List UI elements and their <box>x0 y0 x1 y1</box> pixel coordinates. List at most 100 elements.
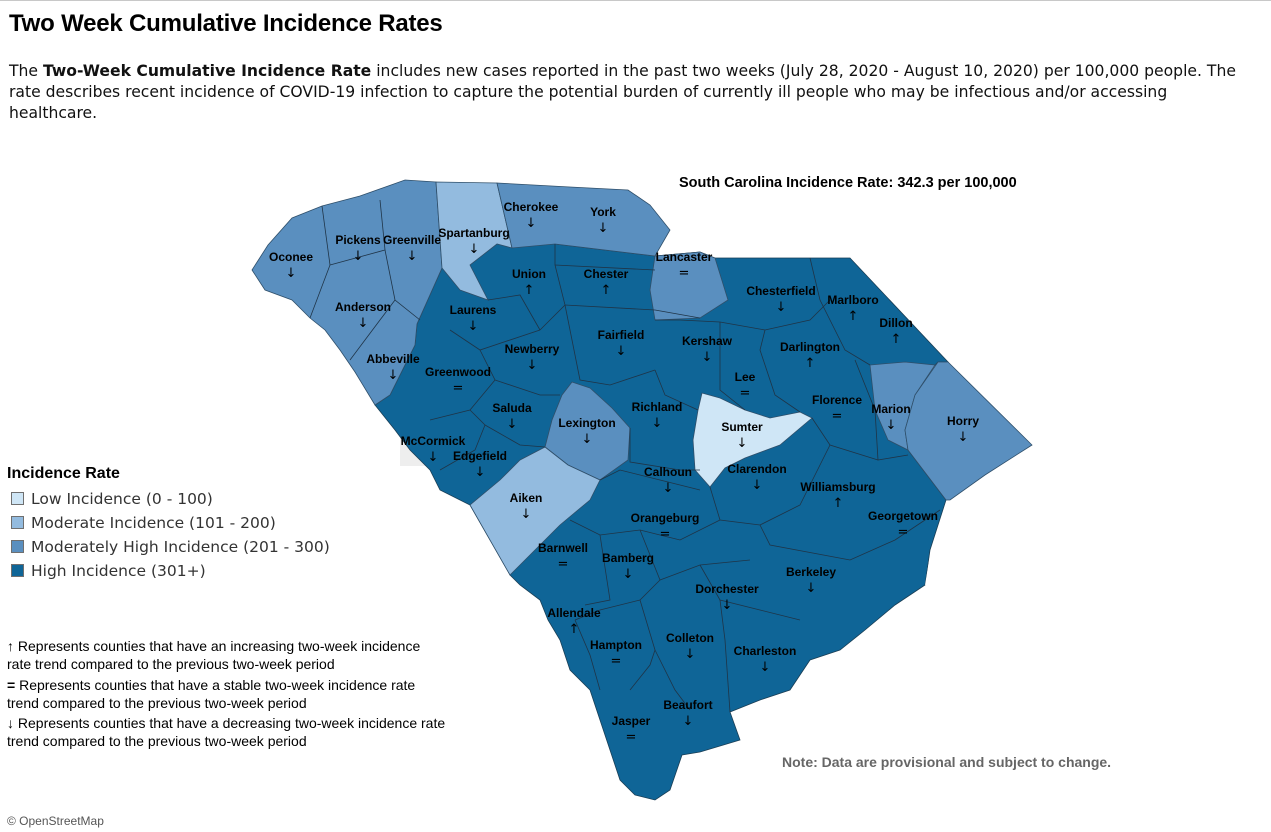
county-label-beaufort: Beaufort <box>663 698 712 712</box>
county-label-greenwood: Greenwood <box>425 365 491 379</box>
county-label-horry: Horry <box>947 414 979 428</box>
county-trend-georgetown: = <box>898 525 909 540</box>
county-trend-berkeley: ↓ <box>806 581 817 596</box>
county-label-marion: Marion <box>871 402 910 416</box>
county-label-orangeburg: Orangeburg <box>631 511 700 525</box>
county-trend-orangeburg: = <box>660 527 671 542</box>
county-boundaries <box>309 199 941 713</box>
county-label-aiken: Aiken <box>510 491 543 505</box>
legend-item-moderately-high[interactable]: Moderately High Incidence (201 - 300) <box>11 538 330 556</box>
county-trend-hampton: = <box>611 654 622 669</box>
county-trend-marion: ↓ <box>886 418 897 433</box>
county-label-saluda: Saluda <box>492 401 532 415</box>
legend-swatch-low <box>11 492 24 505</box>
county-label-anderson: Anderson <box>335 300 391 314</box>
region-cherokee-york[interactable] <box>496 182 671 257</box>
county-label-greenville: Greenville <box>383 233 441 247</box>
county-trend-dorchester: ↓ <box>722 598 733 613</box>
description: The Two-Week Cumulative Incidence Rate i… <box>9 61 1259 124</box>
county-label-williamsburg: Williamsburg <box>800 480 875 494</box>
trend-stable-text: Represents counties that have a stable t… <box>7 677 416 711</box>
description-bold: Two-Week Cumulative Incidence Rate <box>42 62 372 80</box>
county-trend-chester: ↑ <box>601 283 612 298</box>
county-label-colleton: Colleton <box>666 631 714 645</box>
county-label-georgetown: Georgetown <box>868 509 938 523</box>
top-divider <box>0 0 1271 1</box>
county-trend-lexington: ↓ <box>582 432 593 447</box>
county-trend-barnwell: = <box>558 557 569 572</box>
coast-inlet <box>925 550 938 585</box>
county-label-oconee: Oconee <box>269 250 313 264</box>
county-trend-pickens: ↓ <box>353 249 364 264</box>
county-label-lexington: Lexington <box>558 416 615 430</box>
legend-swatch-moderate <box>11 516 24 529</box>
county-trend-greenwood: = <box>453 381 464 396</box>
county-label-clarendon: Clarendon <box>727 462 786 476</box>
county-label-allendale: Allendale <box>547 606 601 620</box>
legend-item-moderate[interactable]: Moderate Incidence (101 - 200) <box>11 514 276 532</box>
county-labels: Oconee ↓ Pickens ↓ Greenville ↓ Spartanburg ↓ Ch… <box>269 200 979 745</box>
county-label-darlington: Darlington <box>780 340 840 354</box>
county-label-pickens: Pickens <box>335 233 381 247</box>
county-label-marlboro: Marlboro <box>827 293 878 307</box>
county-trend-richland: ↓ <box>652 416 663 431</box>
state-incidence-rate: South Carolina Incidence Rate: 342.3 per… <box>679 175 1017 191</box>
county-trend-florence: = <box>832 409 843 424</box>
region-lancaster[interactable] <box>649 251 729 321</box>
trend-increasing: ↑ Represents counties that have an incre… <box>7 637 447 673</box>
trend-stable: = Represents counties that have a stable… <box>7 676 447 712</box>
region-horry[interactable] <box>904 361 1033 501</box>
county-label-dillon: Dillon <box>879 316 912 330</box>
trend-increasing-text: Represents counties that have an increas… <box>7 638 421 672</box>
county-trend-aiken: ↓ <box>521 507 532 522</box>
county-trend-kershaw: ↓ <box>702 350 713 365</box>
county-trend-lee: = <box>740 386 751 401</box>
county-label-richland: Richland <box>632 400 683 414</box>
county-trend-clarendon: ↓ <box>752 478 763 493</box>
county-trend-colleton: ↓ <box>685 647 696 662</box>
county-trend-dillon: ↑ <box>891 332 902 347</box>
legend-label-high: High Incidence (301+) <box>31 562 206 580</box>
county-label-jasper: Jasper <box>612 714 651 728</box>
county-trend-beaufort: ↓ <box>683 714 694 729</box>
county-label-berkeley: Berkeley <box>786 565 836 579</box>
county-label-cherokee: Cherokee <box>504 200 559 214</box>
description-post: includes new cases reported in the past … <box>9 62 1236 122</box>
county-label-charleston: Charleston <box>734 644 797 658</box>
county-label-fairfield: Fairfield <box>598 328 645 342</box>
county-trend-york: ↓ <box>598 221 609 236</box>
county-label-sumter: Sumter <box>721 420 763 434</box>
county-label-kershaw: Kershaw <box>682 334 733 348</box>
county-trend-calhoun: ↓ <box>663 481 674 496</box>
county-trend-darlington: ↑ <box>805 356 816 371</box>
county-trend-marlboro: ↑ <box>848 309 859 324</box>
county-trend-mccormick: ↓ <box>428 450 439 465</box>
county-label-calhoun: Calhoun <box>644 465 692 479</box>
county-trend-newberry: ↓ <box>527 358 538 373</box>
county-label-chesterfield: Chesterfield <box>746 284 815 298</box>
county-trend-greenville: ↓ <box>407 249 418 264</box>
county-trend-anderson: ↓ <box>358 316 369 331</box>
region-high[interactable] <box>374 243 949 801</box>
county-label-mccormick: McCormick <box>401 434 466 448</box>
region-sumter[interactable] <box>692 392 813 488</box>
county-label-union: Union <box>512 267 546 281</box>
county-trend-union: ↑ <box>524 283 535 298</box>
map-attribution[interactable]: © OpenStreetMap <box>7 814 104 828</box>
legend-item-low[interactable]: Low Incidence (0 - 100) <box>11 490 213 508</box>
county-trend-jasper: = <box>626 730 637 745</box>
county-trend-saluda: ↓ <box>507 417 518 432</box>
county-label-york: York <box>590 205 616 219</box>
county-trend-sumter: ↓ <box>737 436 748 451</box>
county-label-hampton: Hampton <box>590 638 642 652</box>
trend-decreasing-symbol: ↓ <box>7 715 14 731</box>
legend-item-high[interactable]: High Incidence (301+) <box>11 562 206 580</box>
legend-title: Incidence Rate <box>7 465 120 482</box>
legend-label-moderately-high: Moderately High Incidence (201 - 300) <box>31 538 330 556</box>
county-label-lee: Lee <box>735 370 756 384</box>
page-title: Two Week Cumulative Incidence Rates <box>9 10 443 37</box>
county-trend-bamberg: ↓ <box>623 567 634 582</box>
region-aiken[interactable] <box>469 446 601 576</box>
legend-swatch-high <box>11 564 24 577</box>
